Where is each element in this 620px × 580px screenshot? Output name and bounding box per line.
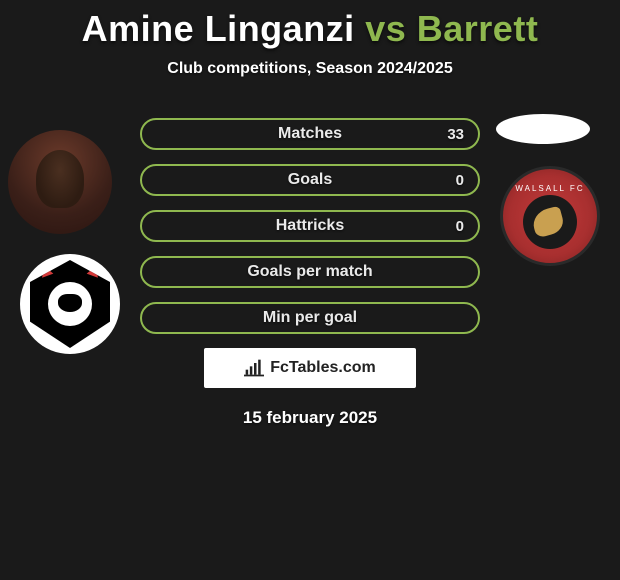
stat-row-min-per-goal: Min per goal: [140, 302, 480, 334]
player2-avatar-placeholder: [496, 114, 590, 144]
watermark: FcTables.com: [204, 348, 416, 388]
player1-avatar: [8, 130, 112, 234]
stat-right-value: 0: [456, 172, 464, 189]
stat-label: Goals per match: [247, 263, 372, 281]
stat-row-hattricks: Hattricks 0: [140, 210, 480, 242]
player2-name: Barrett: [417, 8, 539, 49]
subtitle: Club competitions, Season 2024/2025: [0, 60, 620, 78]
player2-club-badge: WALSALL FC: [500, 166, 600, 266]
bird-icon: [523, 195, 577, 249]
club-right-label: WALSALL FC: [515, 184, 584, 193]
watermark-text: FcTables.com: [270, 359, 376, 377]
comparison-content: WALSALL FC Matches 33 Goals 0 Hattricks …: [0, 118, 620, 428]
stat-row-matches: Matches 33: [140, 118, 480, 150]
stat-row-goals: Goals 0: [140, 164, 480, 196]
page-title: Amine Linganzi vs Barrett: [0, 0, 620, 50]
bar-chart-icon: [244, 359, 264, 377]
footer-date: 15 february 2025: [0, 408, 620, 428]
player1-club-badge: [20, 254, 120, 354]
stat-right-value: 33: [447, 126, 464, 143]
stat-label: Goals: [288, 171, 332, 189]
stats-rows: Matches 33 Goals 0 Hattricks 0 Goals per…: [140, 118, 480, 334]
stat-label: Matches: [278, 125, 342, 143]
player1-name: Amine Linganzi: [82, 8, 355, 49]
vs-label: vs: [365, 8, 406, 49]
stat-label: Hattricks: [276, 217, 344, 235]
stat-row-goals-per-match: Goals per match: [140, 256, 480, 288]
stat-label: Min per goal: [263, 309, 357, 327]
lion-icon: [48, 282, 92, 326]
stat-right-value: 0: [456, 218, 464, 235]
club-shield-icon: [30, 260, 110, 348]
